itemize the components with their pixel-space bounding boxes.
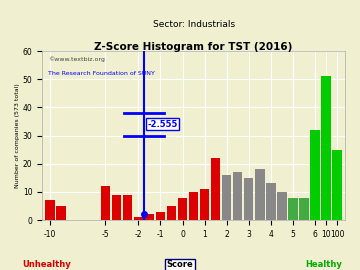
Bar <box>45 200 55 220</box>
Bar <box>134 217 143 220</box>
Bar <box>100 186 110 220</box>
Bar <box>332 150 342 220</box>
Bar <box>222 175 231 220</box>
Bar <box>112 195 121 220</box>
Bar <box>299 198 309 220</box>
Y-axis label: Number of companies (573 total): Number of companies (573 total) <box>15 83 20 188</box>
Bar <box>178 198 187 220</box>
Text: Score: Score <box>167 260 193 269</box>
Bar <box>310 130 320 220</box>
Text: The Research Foundation of SUNY: The Research Foundation of SUNY <box>48 71 155 76</box>
Bar <box>56 206 66 220</box>
Bar <box>277 192 287 220</box>
Bar <box>211 158 220 220</box>
Bar <box>123 195 132 220</box>
Title: Z-Score Histogram for TST (2016): Z-Score Histogram for TST (2016) <box>94 42 293 52</box>
Text: ©www.textbiz.org: ©www.textbiz.org <box>48 56 105 62</box>
Bar <box>288 198 298 220</box>
Bar <box>244 178 253 220</box>
Text: -2.555: -2.555 <box>147 120 177 129</box>
Bar <box>255 169 265 220</box>
Text: Sector: Industrials: Sector: Industrials <box>153 20 235 29</box>
Bar <box>321 76 331 220</box>
Bar <box>189 192 198 220</box>
Bar <box>233 172 242 220</box>
Bar <box>156 212 165 220</box>
Bar <box>145 214 154 220</box>
Bar <box>266 183 275 220</box>
Text: Healthy: Healthy <box>306 260 342 269</box>
Bar <box>167 206 176 220</box>
Bar <box>200 189 209 220</box>
Text: Unhealthy: Unhealthy <box>22 260 71 269</box>
